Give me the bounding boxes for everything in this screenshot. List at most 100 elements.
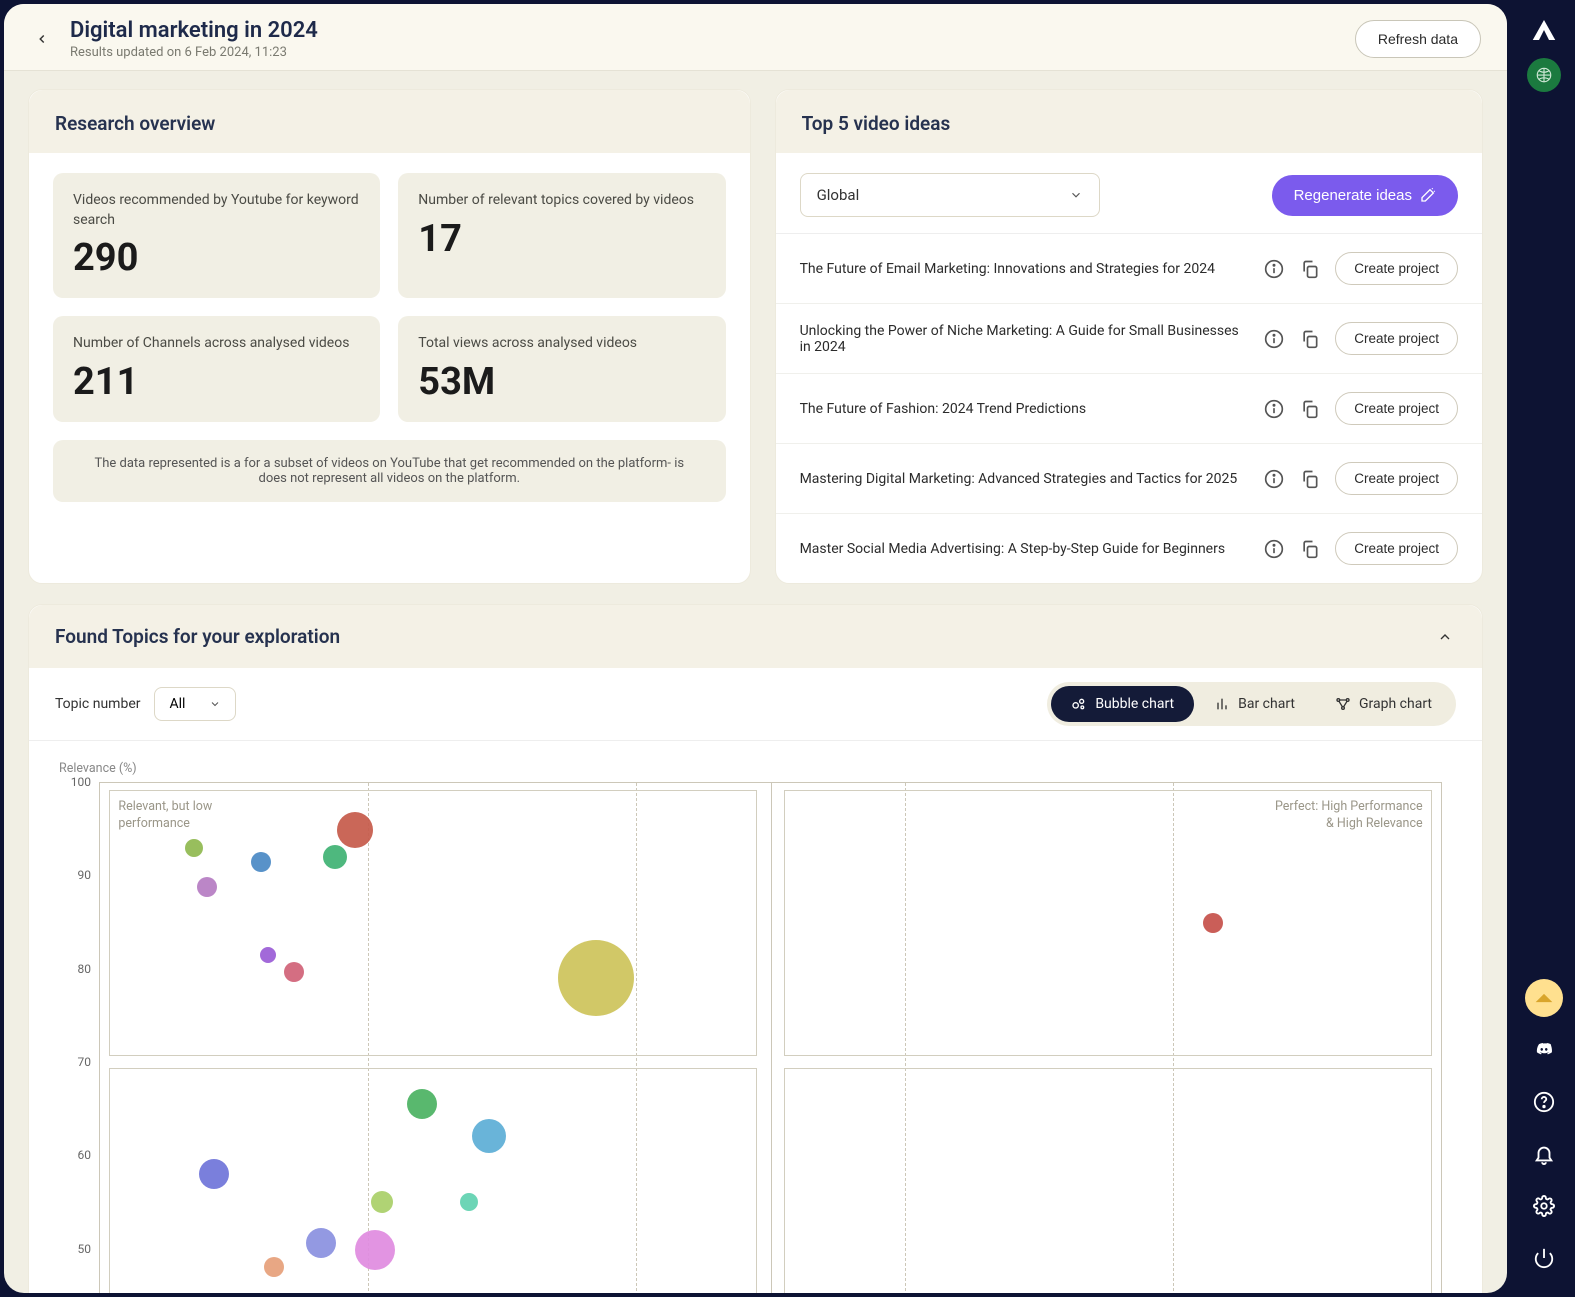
- quadrant-label: Perfect: High Performance & High Relevan…: [1273, 799, 1423, 833]
- copy-icon[interactable]: [1299, 258, 1321, 280]
- metrics-grid: Videos recommended by Youtube for keywor…: [53, 173, 726, 422]
- page-subtitle: Results updated on 6 Feb 2024, 11:23: [70, 45, 1355, 60]
- page-title: Digital marketing in 2024: [70, 18, 1355, 43]
- discord-icon[interactable]: [1525, 1031, 1563, 1069]
- bubble-point[interactable]: [199, 1159, 229, 1189]
- copy-icon[interactable]: [1299, 538, 1321, 560]
- graph-chart-icon: [1335, 696, 1351, 712]
- metric-label: Videos recommended by Youtube for keywor…: [73, 191, 360, 230]
- bubble-point[interactable]: [472, 1119, 506, 1153]
- view-tabs: Bubble chart Bar chart Graph chart: [1047, 682, 1456, 726]
- bubble-point[interactable]: [1203, 913, 1223, 933]
- bubble-point[interactable]: [558, 940, 634, 1016]
- idea-row: Master Social Media Advertising: A Step-…: [776, 514, 1482, 583]
- found-topics-title: Found Topics for your exploration: [55, 625, 340, 648]
- collapse-chevron-icon[interactable]: [1434, 626, 1456, 648]
- topic-number-select[interactable]: All: [154, 687, 236, 721]
- info-icon[interactable]: [1263, 538, 1285, 560]
- tab-bubble-label: Bubble chart: [1095, 696, 1174, 712]
- bubble-point[interactable]: [264, 1257, 284, 1277]
- tab-bar-label: Bar chart: [1238, 696, 1295, 712]
- page-header: Digital marketing in 2024 Results update…: [4, 4, 1507, 71]
- notifications-icon[interactable]: [1525, 1135, 1563, 1173]
- help-icon[interactable]: [1525, 1083, 1563, 1121]
- topic-number-label: Topic number: [55, 696, 140, 712]
- top-5-ideas-card: Top 5 video ideas Global Regenerate idea…: [775, 89, 1483, 584]
- tab-graph-label: Graph chart: [1359, 696, 1432, 712]
- chevron-down-icon: [1069, 188, 1083, 202]
- bubble-point[interactable]: [407, 1089, 437, 1119]
- y-tick: 70: [78, 1055, 92, 1069]
- bubble-point[interactable]: [355, 1230, 395, 1270]
- copy-icon[interactable]: [1299, 398, 1321, 420]
- metric-tile: Videos recommended by Youtube for keywor…: [53, 173, 380, 298]
- regenerate-label: Regenerate ideas: [1294, 187, 1412, 204]
- metric-label: Total views across analysed videos: [418, 334, 705, 354]
- info-icon[interactable]: [1263, 328, 1285, 350]
- research-overview-title: Research overview: [29, 90, 750, 153]
- metric-tile: Total views across analysed videos 53M: [398, 316, 725, 422]
- y-tick: 100: [71, 775, 91, 789]
- create-project-button[interactable]: Create project: [1335, 392, 1458, 425]
- metric-value: 290: [73, 236, 360, 280]
- tab-graph-chart[interactable]: Graph chart: [1315, 686, 1452, 722]
- idea-title: Master Social Media Advertising: A Step-…: [800, 541, 1250, 557]
- bubble-point[interactable]: [460, 1193, 478, 1211]
- quadrant-label: Relevant, but low performance: [118, 799, 268, 833]
- info-icon[interactable]: [1263, 258, 1285, 280]
- found-topics-header: Found Topics for your exploration: [29, 605, 1482, 668]
- info-icon[interactable]: [1263, 468, 1285, 490]
- refresh-data-button[interactable]: Refresh data: [1355, 20, 1481, 58]
- y-tick: 90: [78, 868, 92, 882]
- y-tick: 50: [78, 1242, 92, 1256]
- bubble-point[interactable]: [323, 845, 347, 869]
- chevron-down-icon: [209, 698, 221, 710]
- create-project-button[interactable]: Create project: [1335, 322, 1458, 355]
- create-project-button[interactable]: Create project: [1335, 252, 1458, 285]
- regenerate-ideas-button[interactable]: Regenerate ideas: [1272, 175, 1458, 216]
- region-select[interactable]: Global: [800, 173, 1100, 217]
- bubble-point[interactable]: [185, 839, 203, 857]
- bubble-chart: Relevance (%) 405060708090100 Relevant, …: [29, 741, 1482, 1293]
- create-project-button[interactable]: Create project: [1335, 532, 1458, 565]
- research-overview-card: Research overview Videos recommended by …: [28, 89, 751, 584]
- bubble-point[interactable]: [284, 962, 304, 982]
- bubble-point[interactable]: [337, 812, 373, 848]
- idea-row: Unlocking the Power of Niche Marketing: …: [776, 304, 1482, 374]
- y-tick: 60: [78, 1148, 92, 1162]
- metric-value: 53M: [418, 360, 705, 404]
- app-logo-icon[interactable]: [1526, 12, 1562, 48]
- power-icon[interactable]: [1525, 1239, 1563, 1277]
- back-chevron-icon[interactable]: [30, 27, 54, 51]
- metric-tile: Number of relevant topics covered by vid…: [398, 173, 725, 298]
- copy-icon[interactable]: [1299, 328, 1321, 350]
- settings-icon[interactable]: [1525, 1187, 1563, 1225]
- bar-chart-icon: [1214, 696, 1230, 712]
- bubble-point[interactable]: [197, 877, 217, 897]
- y-axis-label: Relevance (%): [59, 761, 1452, 776]
- idea-title: Mastering Digital Marketing: Advanced St…: [800, 471, 1250, 487]
- tab-bar-chart[interactable]: Bar chart: [1194, 686, 1315, 722]
- info-icon[interactable]: [1263, 398, 1285, 420]
- metric-label: Number of Channels across analysed video…: [73, 334, 360, 354]
- bubble-point[interactable]: [306, 1228, 336, 1258]
- metric-value: 211: [73, 360, 360, 404]
- tab-bubble-chart[interactable]: Bubble chart: [1051, 686, 1194, 722]
- idea-row: The Future of Fashion: 2024 Trend Predic…: [776, 374, 1482, 444]
- idea-row: The Future of Email Marketing: Innovatio…: [776, 234, 1482, 304]
- topic-selected-label: All: [169, 696, 185, 712]
- idea-row: Mastering Digital Marketing: Advanced St…: [776, 444, 1482, 514]
- bubble-point[interactable]: [371, 1191, 393, 1213]
- create-project-button[interactable]: Create project: [1335, 462, 1458, 495]
- idea-list: The Future of Email Marketing: Innovatio…: [776, 234, 1482, 583]
- copy-icon[interactable]: [1299, 468, 1321, 490]
- region-selected-label: Global: [817, 186, 860, 204]
- right-rail: [1513, 0, 1575, 1297]
- metric-value: 17: [418, 217, 705, 261]
- bubble-point[interactable]: [251, 852, 271, 872]
- credits-icon[interactable]: [1525, 979, 1563, 1017]
- idea-title: Unlocking the Power of Niche Marketing: …: [800, 323, 1250, 355]
- org-avatar-icon[interactable]: [1527, 58, 1561, 92]
- bubble-point[interactable]: [260, 947, 276, 963]
- metric-tile: Number of Channels across analysed video…: [53, 316, 380, 422]
